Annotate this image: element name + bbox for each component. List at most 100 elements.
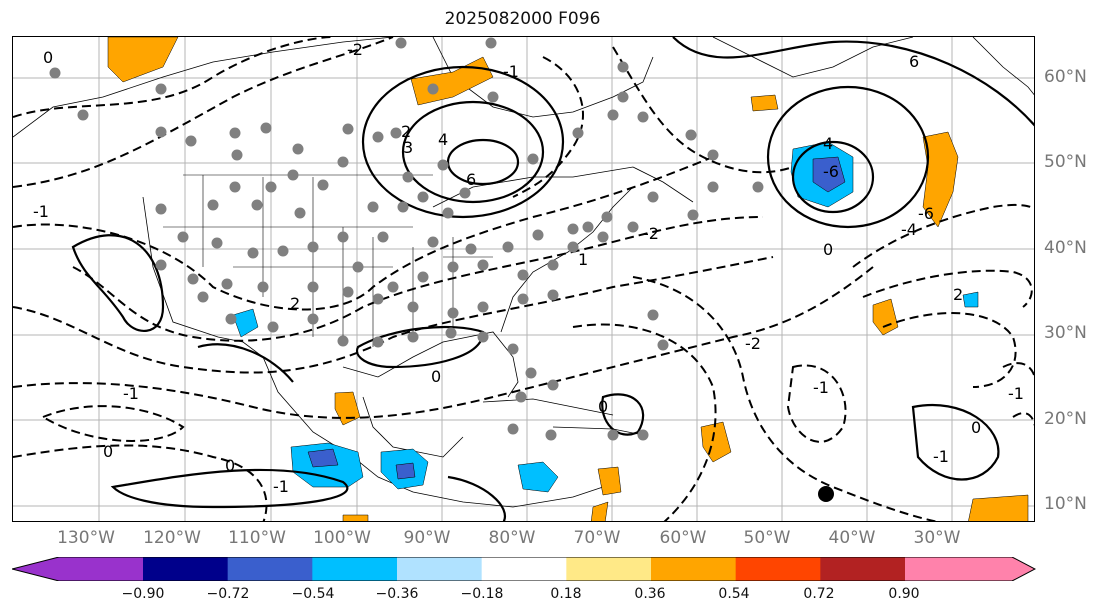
station-dot (247, 247, 259, 259)
station-dot (582, 221, 594, 233)
contour-label: 2 (290, 294, 300, 313)
colorbar-segment (735, 557, 821, 581)
contour-label: 1 (578, 250, 588, 269)
map-title: 2025082000 F096 (444, 9, 601, 29)
station-dot (567, 241, 579, 253)
contour-label: -2 (745, 334, 761, 353)
station-dot (707, 181, 719, 193)
station-dot (367, 201, 379, 213)
station-dot (211, 237, 223, 249)
station-dot (307, 281, 319, 293)
station-dot (221, 278, 233, 290)
colorbar-tick-label: −0.18 (460, 586, 504, 602)
station-dot (547, 289, 559, 301)
station-dot (417, 271, 429, 283)
lon-label: 80°W (488, 528, 536, 548)
contour-label: 2 (953, 285, 963, 304)
contour-label: 3 (403, 138, 413, 157)
colorbar-extend-low (12, 557, 143, 581)
contour-label: 0 (971, 418, 981, 437)
station-dot (507, 423, 519, 435)
colorbar-tick-label: 0.90 (888, 586, 920, 602)
station-dot (447, 261, 459, 273)
contour-label: 0 (103, 442, 113, 461)
colorbar-tick-label: 0.72 (803, 586, 835, 602)
station-dot (532, 229, 544, 241)
station-dot (687, 209, 699, 221)
station-dot (225, 313, 237, 325)
lon-label: 100°W (313, 528, 371, 548)
station-dot (752, 181, 764, 193)
station-dot (337, 231, 349, 243)
station-dot (402, 171, 414, 183)
contour-label: 2 (401, 122, 411, 141)
station-dot (657, 339, 669, 351)
station-dot (487, 91, 499, 103)
station-dot (352, 261, 364, 273)
station-dot (155, 126, 167, 138)
station-dot (607, 109, 619, 121)
station-dot (197, 291, 209, 303)
contour-label: 0 (823, 240, 833, 259)
contour-label-group: 0 -2 -1 2 3 4 6 -6 0 -1 -2 2 4 6 -4 -6 -… (33, 40, 1024, 496)
lon-label: 50°W (743, 528, 791, 548)
lat-label: 40°N (1044, 238, 1087, 258)
station-dot (647, 309, 659, 321)
contour-label: -2 (643, 224, 659, 243)
station-dot (607, 429, 619, 441)
station-dot (597, 231, 609, 243)
lon-label: 30°W (913, 528, 961, 548)
station-dot (447, 307, 459, 319)
lon-label: 60°W (659, 528, 707, 548)
colorbar-segment (651, 557, 737, 581)
station-dot (617, 61, 629, 73)
coastlines (13, 37, 1034, 508)
station-dot (155, 203, 167, 215)
colorbar-tick-label: −0.72 (206, 586, 250, 602)
station-dot (517, 293, 529, 305)
contour-label: -1 (813, 378, 829, 397)
contour-label: 4 (438, 130, 448, 149)
colorbar-tick-label: −0.90 (121, 586, 165, 602)
station-dot (502, 241, 514, 253)
contour-label: 6 (909, 52, 919, 71)
station-dot (395, 37, 407, 49)
colorbar-segment (312, 557, 398, 581)
colorbar-segment (481, 557, 567, 581)
station-dot (77, 109, 89, 121)
contour-label: -6 (918, 204, 934, 223)
station-dot (277, 245, 289, 257)
station-dot (342, 123, 354, 135)
station-dot (372, 293, 384, 305)
lon-label: 90°W (403, 528, 451, 548)
contour-label: 4 (823, 134, 833, 153)
station-dot (601, 211, 613, 223)
station-dot (155, 83, 167, 95)
station-dot (372, 336, 384, 348)
station-dot (407, 331, 419, 343)
station-dot (547, 259, 559, 271)
colorbar-tick-label: 0.18 (550, 586, 582, 602)
station-dot (515, 391, 527, 403)
station-dot (445, 327, 457, 339)
contour-label: -1 (123, 384, 139, 403)
station-dot (637, 429, 649, 441)
station-dot (545, 429, 557, 441)
station-dot (525, 367, 537, 379)
state-borders (163, 174, 493, 347)
contour-label: -1 (33, 202, 49, 221)
station-dot (477, 259, 489, 271)
station-dot (257, 281, 269, 293)
station-dot (337, 335, 349, 347)
contour-label: -1 (503, 62, 519, 81)
contour-label: -6 (823, 162, 839, 181)
shaded-anomalies (107, 37, 1029, 521)
station-dot (637, 111, 649, 123)
lon-label: 130°W (57, 528, 115, 548)
station-dot (185, 135, 197, 147)
positive-contours (71, 37, 1034, 521)
station-dot (437, 159, 449, 171)
station-dot (337, 156, 349, 168)
station-dot (49, 67, 61, 79)
station-dot (267, 321, 279, 333)
